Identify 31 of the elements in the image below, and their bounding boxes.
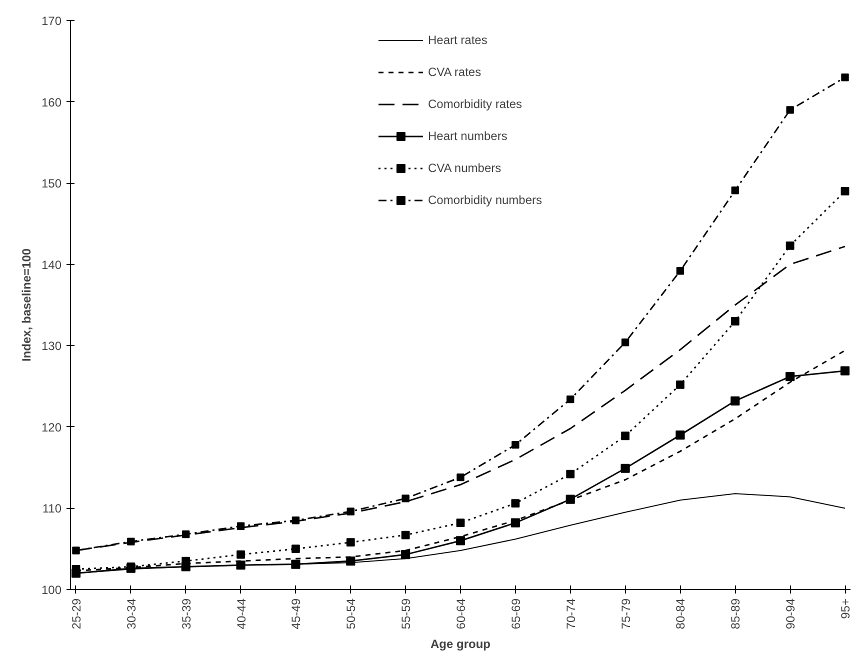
x-tick-label: 30-34 xyxy=(124,598,138,630)
y-tick-label: 150 xyxy=(41,176,62,191)
legend-label: CVA numbers xyxy=(428,161,502,175)
x-tick-label: 50-54 xyxy=(344,598,358,630)
x-axis-title: Age group xyxy=(430,637,491,652)
x-tick-label: 65-69 xyxy=(508,598,523,630)
x-tick-label: 35-39 xyxy=(179,598,194,630)
x-tick-label: 75-79 xyxy=(618,598,633,630)
x-tick-label: 70-74 xyxy=(564,598,578,630)
x-tick-label: 85-89 xyxy=(728,598,743,630)
y-tick-label: 170 xyxy=(41,14,62,28)
x-tick-label: 95+ xyxy=(838,598,853,619)
x-tick-label: 55-59 xyxy=(399,598,414,630)
x-tick-label: 90-94 xyxy=(784,598,798,630)
legend-label: Comorbidity numbers xyxy=(428,193,542,207)
x-tick-label: 80-84 xyxy=(674,598,688,630)
x-tick-label: 40-44 xyxy=(234,598,248,630)
y-tick-label: 100 xyxy=(41,583,62,597)
legend-label: Heart rates xyxy=(428,33,488,47)
x-tick-label: 45-49 xyxy=(289,598,304,630)
legend-label: Heart numbers xyxy=(428,129,508,143)
y-tick-label: 140 xyxy=(41,258,62,272)
y-axis-title: Index, baseline=100 xyxy=(19,248,34,362)
y-tick-label: 120 xyxy=(41,420,62,434)
y-tick-label: 130 xyxy=(41,339,62,354)
legend-label: Comorbidity rates xyxy=(428,97,522,111)
y-tick-label: 110 xyxy=(42,502,62,516)
x-tick-label: 60-64 xyxy=(454,598,468,630)
legend-label: CVA rates xyxy=(428,65,482,79)
y-tick-label: 160 xyxy=(41,95,62,110)
x-tick-label: 25-29 xyxy=(69,598,84,630)
